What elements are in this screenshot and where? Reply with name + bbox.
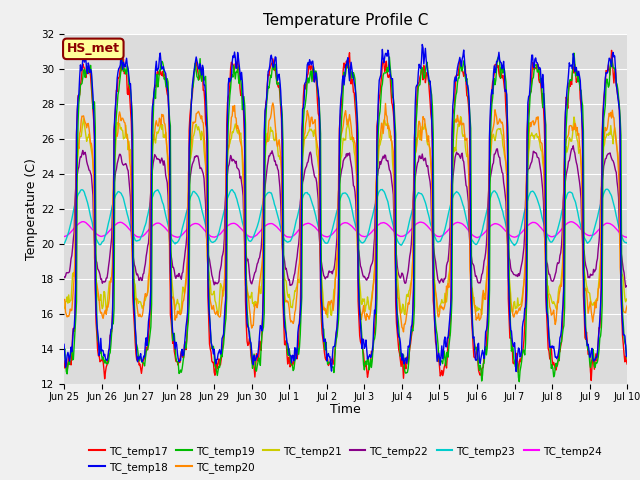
Title: Temperature Profile C: Temperature Profile C — [263, 13, 428, 28]
Y-axis label: Temperature (C): Temperature (C) — [25, 158, 38, 260]
Text: HS_met: HS_met — [67, 42, 120, 55]
X-axis label: Time: Time — [330, 403, 361, 416]
Legend: TC_temp17, TC_temp18, TC_temp19, TC_temp20, TC_temp21, TC_temp22, TC_temp23, TC_: TC_temp17, TC_temp18, TC_temp19, TC_temp… — [85, 442, 606, 477]
